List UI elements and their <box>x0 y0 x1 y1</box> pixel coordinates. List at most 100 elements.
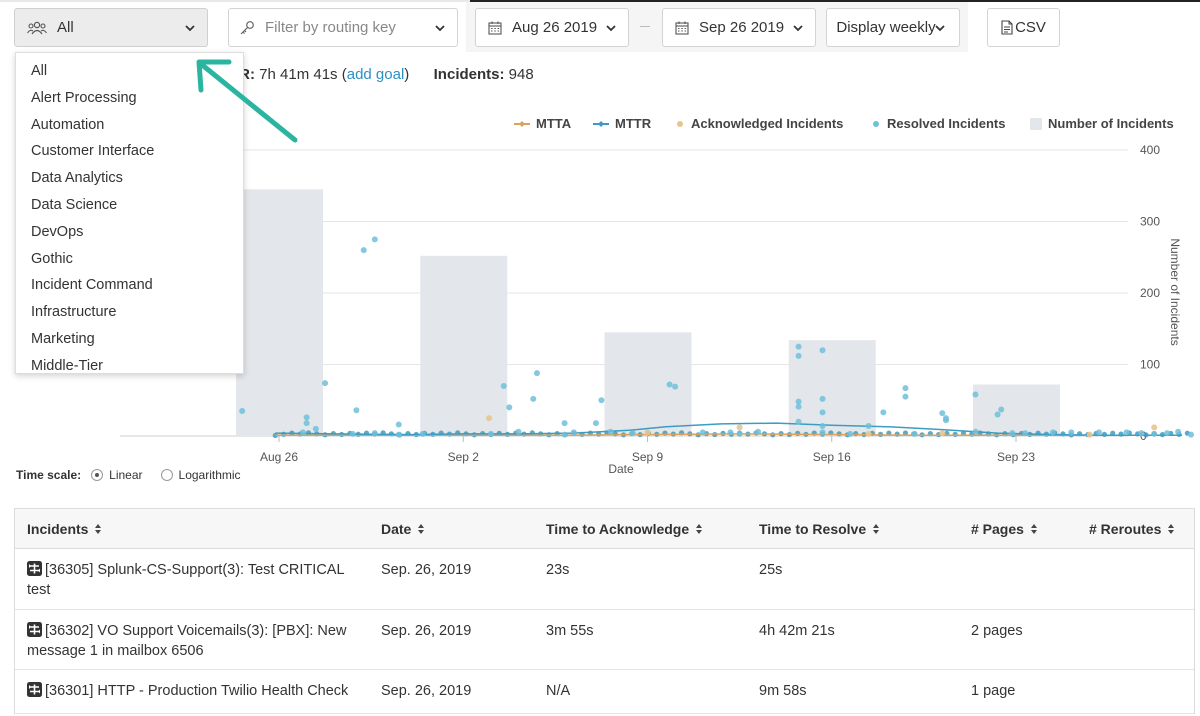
legend-resolved-label: Resolved Incidents <box>887 116 1006 131</box>
team-option[interactable]: DevOps <box>31 223 84 240</box>
sort-icon <box>418 524 425 534</box>
incident-title: [36301] HTTP - Production Twilio Health … <box>45 683 349 699</box>
csv-export-button[interactable]: CSV <box>987 8 1060 47</box>
team-option[interactable]: Middle-Tier <box>31 357 103 374</box>
display-mode-select[interactable]: Display weekly <box>826 8 960 47</box>
col-incidents[interactable]: Incidents <box>27 521 102 537</box>
incident-pages: 1 page <box>971 683 1016 699</box>
dot-marker-icon <box>677 120 683 127</box>
acknowledged-dot <box>736 424 743 431</box>
incident-cell[interactable]: [36302] VO Support Voicemails(3): [PBX]:… <box>27 621 357 661</box>
resolved-dot <box>607 428 614 435</box>
chevron-down-icon <box>606 25 616 32</box>
team-option[interactable]: All <box>31 63 48 79</box>
start-date-picker[interactable]: Aug 26 2019 <box>475 8 629 47</box>
resolved-dot <box>1151 430 1158 437</box>
x-tick-label: Sep 23 <box>997 450 1035 464</box>
resolved-dot <box>487 430 494 437</box>
team-option[interactable]: Data Analytics <box>31 170 123 187</box>
team-select-value: All <box>57 19 74 36</box>
resolved-dot <box>894 431 900 437</box>
resolved-dot <box>755 428 762 435</box>
table-header: Incidents Date Time to Acknowledge Time … <box>15 509 1194 549</box>
team-option[interactable]: Infrastructure <box>31 304 117 321</box>
table-row[interactable]: [36301] HTTP - Production Twilio Health … <box>15 670 1194 714</box>
resolved-dot <box>530 395 537 402</box>
resolved-dot <box>795 403 802 410</box>
resolved-dot <box>592 420 599 427</box>
incident-cell[interactable]: [36301] HTTP - Production Twilio Health … <box>27 681 357 701</box>
team-option[interactable]: Gothic <box>31 250 73 267</box>
col-time-to-resolve[interactable]: Time to Resolve <box>759 521 880 537</box>
resolved-dot <box>960 430 967 436</box>
team-option[interactable]: Data Science <box>31 196 118 213</box>
legend-acknowledged-label: Acknowledged Incidents <box>691 116 844 131</box>
resolved-dot <box>795 398 802 405</box>
end-date-picker[interactable]: Sep 26 2019 <box>662 8 816 47</box>
bar <box>604 332 692 436</box>
radio-unselected-icon[interactable] <box>160 469 173 481</box>
col-time-to-acknowledge[interactable]: Time to Acknowledge <box>546 521 703 537</box>
incident-title: [36302] VO Support Voicemails(3): [PBX]:… <box>27 623 347 659</box>
resolved-dot <box>1049 429 1056 436</box>
team-option[interactable]: Automation <box>31 116 105 133</box>
resolved-dot <box>865 422 872 429</box>
legend-number[interactable]: Number of Incidents <box>1030 116 1174 131</box>
resolved-dot <box>506 404 513 411</box>
add-goal-close-paren: ) <box>404 66 410 83</box>
resolved-dot <box>312 425 319 432</box>
time-scale-logarithmic[interactable]: Logarithmic <box>160 468 241 482</box>
resolved-dot <box>299 429 306 436</box>
start-date-value: Aug 26 2019 <box>512 19 598 36</box>
bar <box>420 255 508 436</box>
resolved-dot <box>972 428 979 435</box>
resolved-dot <box>1123 429 1130 436</box>
chevron-down-icon <box>935 25 945 32</box>
team-option[interactable]: Alert Processing <box>31 89 137 106</box>
resolved-dot <box>819 347 826 354</box>
radio-selected-icon[interactable] <box>91 469 104 481</box>
y-tick-label: 100 <box>1140 358 1160 372</box>
legend-mtta[interactable]: MTTA <box>514 116 571 131</box>
resolved-dot <box>561 431 568 438</box>
incident-cell[interactable]: [36305] Splunk-CS-Support(3): Test CRITI… <box>27 560 357 600</box>
incidents-label: Incidents: <box>433 66 505 83</box>
resolved-dot <box>972 391 979 398</box>
chevron-down-icon <box>793 25 803 32</box>
resolved-dot <box>303 420 310 427</box>
team-option[interactable]: Customer Interface <box>31 143 155 160</box>
team-option[interactable]: Incident Command <box>31 277 153 294</box>
resolved-dot <box>952 431 958 437</box>
col-reroutes-label: # Reroutes <box>1089 521 1162 537</box>
incident-resolve: 25s <box>759 562 783 578</box>
time-scale-label: Time scale: <box>16 468 82 482</box>
legend-resolved[interactable]: Resolved Incidents <box>871 116 1005 131</box>
add-goal-link[interactable]: add goal <box>346 66 405 83</box>
col-reroutes[interactable]: # Reroutes <box>1089 521 1175 537</box>
routing-key-placeholder: Filter by routing key <box>265 19 396 36</box>
legend-acknowledged[interactable]: Acknowledged Incidents <box>675 116 843 131</box>
col-pages[interactable]: # Pages <box>971 521 1038 537</box>
incident-resolve: 9m 58s <box>759 683 807 699</box>
resolved-dot <box>533 370 540 377</box>
table-row[interactable]: [36302] VO Support Voicemails(3): [PBX]:… <box>15 610 1194 670</box>
incident-ack: N/A <box>546 683 571 699</box>
team-option[interactable]: Marketing <box>31 330 95 347</box>
chevron-down-icon <box>435 25 445 32</box>
dot-marker-icon <box>873 120 879 127</box>
routing-key-filter[interactable]: Filter by routing key <box>228 8 458 47</box>
col-date[interactable]: Date <box>381 521 425 537</box>
annotation-arrow-icon <box>196 59 298 143</box>
team-select[interactable]: All <box>14 8 208 47</box>
legend-mttr[interactable]: MTTR <box>593 116 651 131</box>
x-tick-label: Sep 16 <box>813 450 851 464</box>
legend-number-label: Number of Incidents <box>1048 116 1174 131</box>
team-dropdown-menu: All Alert Processing Automation Customer In… <box>15 52 244 374</box>
incident-pages: 2 pages <box>971 623 1023 639</box>
resolved-dot <box>1110 430 1116 436</box>
table-row[interactable]: [36305] Splunk-CS-Support(3): Test CRITI… <box>15 549 1194 610</box>
incident-title: [36305] Splunk-CS-Support(3): Test CRITI… <box>27 562 344 598</box>
time-scale-linear[interactable]: Linear <box>91 468 143 482</box>
x-tick-label: Sep 9 <box>632 450 664 464</box>
resolved-dot <box>360 247 367 254</box>
